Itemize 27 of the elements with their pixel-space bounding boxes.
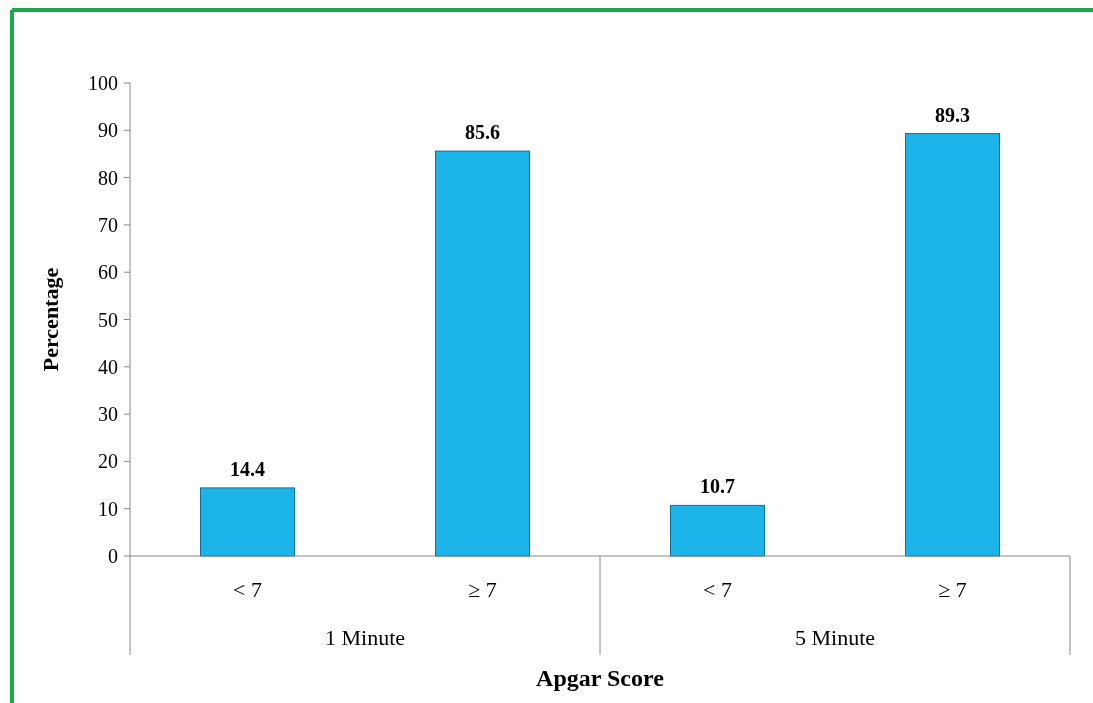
bar <box>670 504 765 557</box>
data-label: 85.6 <box>465 121 500 144</box>
y-tick-label: 70 <box>98 213 118 236</box>
y-tick-label: 0 <box>108 545 118 567</box>
text: 5 Minute <box>794 625 876 650</box>
y-tick-label: 60 <box>98 261 118 284</box>
y-axis-title: Percentage <box>38 267 63 372</box>
y-tick-label: 30 <box>98 403 118 426</box>
y-tick-label: 50 <box>98 308 118 331</box>
bar <box>435 150 530 557</box>
bar <box>200 487 295 557</box>
x-axis-title: Apgar Score <box>536 665 665 691</box>
bar <box>905 133 1000 557</box>
y-tick-label: 40 <box>98 355 118 378</box>
y-tick-label: 20 <box>98 450 118 473</box>
y-tick-label: 10 <box>98 497 118 520</box>
x-tick-label: < 7 <box>703 577 732 602</box>
x-tick-label: < 7 <box>233 577 262 602</box>
y-tick-label: 90 <box>98 119 118 142</box>
y-tick-label: 80 <box>98 166 118 189</box>
data-label: 10.7 <box>700 475 735 498</box>
y-tick-label: 100 <box>88 72 118 94</box>
x-tick-label: ≥ 7 <box>938 577 967 602</box>
text: 1 Minute <box>324 625 406 650</box>
x-tick-label: ≥ 7 <box>468 577 497 602</box>
data-label: 14.4 <box>230 457 265 480</box>
data-label: 89.3 <box>935 103 970 126</box>
